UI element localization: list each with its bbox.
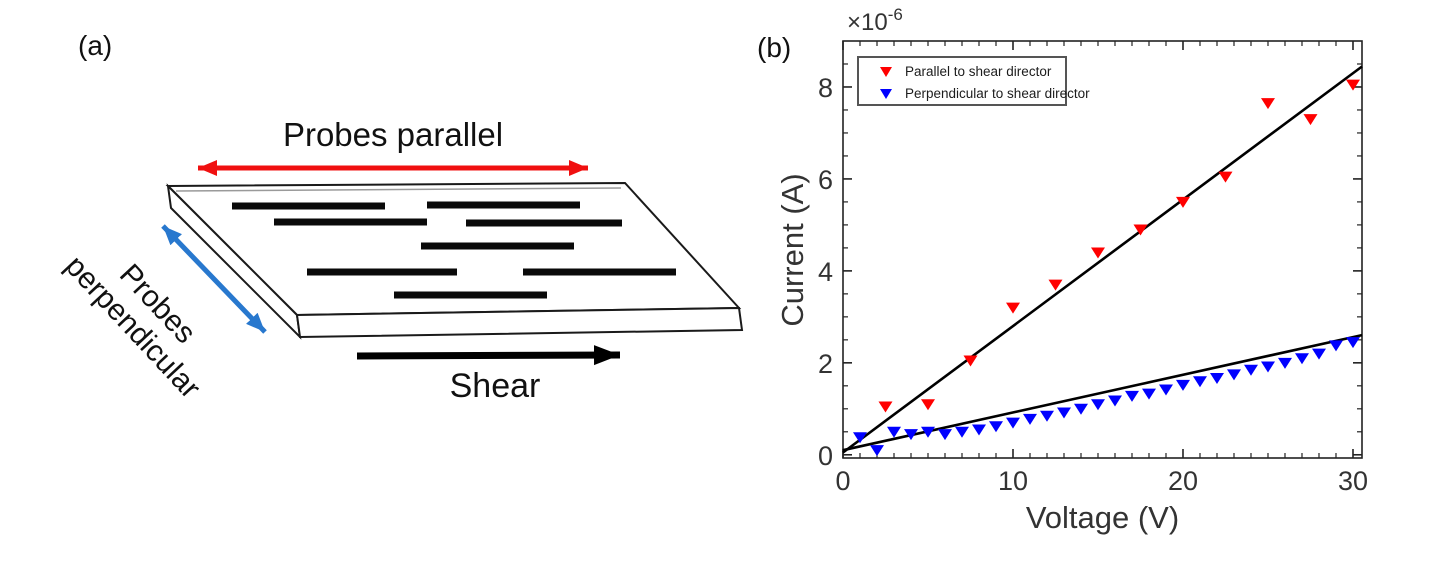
slab-front-face [295, 306, 744, 339]
data-point [1005, 302, 1020, 314]
data-point [920, 399, 935, 411]
data-point [1277, 357, 1292, 369]
data-point [878, 401, 893, 413]
data-point [1124, 390, 1139, 402]
slab-top-inner-edge [175, 187, 622, 192]
shear-arrow [356, 345, 621, 366]
data-point [937, 429, 952, 441]
shear-label: Shear [449, 367, 541, 405]
probes-parallel-label: Probes parallel [282, 116, 504, 153]
data-point [1175, 379, 1190, 391]
data-point [1260, 361, 1275, 373]
y-axis-exponent: ×10-6 [847, 5, 903, 36]
legend: Parallel to shear director Perpendicular … [857, 56, 1090, 106]
data-point [1294, 353, 1309, 365]
data-point [1192, 376, 1207, 388]
y-tick-label: 2 [818, 349, 833, 379]
fit-line [842, 333, 1363, 452]
data-point [1175, 196, 1190, 208]
data-point [1243, 364, 1258, 376]
data-point [920, 426, 935, 438]
plot-box [842, 40, 1363, 459]
x-tick-label: 0 [835, 466, 850, 496]
data-point [971, 424, 986, 436]
tick-labels: 0 10 20 30 0 2 4 6 8 [818, 73, 1368, 496]
probes-perpendicular-arrow [161, 224, 267, 334]
y-tick-label: 8 [818, 73, 833, 103]
data-point [1345, 337, 1360, 349]
x-tick-label: 10 [998, 466, 1028, 496]
series-perpendicular [852, 337, 1360, 457]
data-point [869, 445, 884, 457]
data-point [1022, 413, 1037, 425]
data-point [1218, 171, 1233, 183]
slab-diagram [161, 160, 744, 366]
data-point [1328, 340, 1343, 352]
legend-box [857, 56, 1067, 106]
x-tick-label: 20 [1168, 466, 1198, 496]
data-point [1090, 247, 1105, 259]
panel-b-label: (b) [757, 32, 792, 63]
data-point [1090, 399, 1105, 411]
data-point [1039, 410, 1054, 422]
legend-entry-label: Perpendicular to shear director [905, 86, 1090, 101]
y-axis-label: Current (A) [775, 173, 810, 326]
legend-marker-icon [880, 67, 892, 77]
data-point [1345, 79, 1360, 91]
panel-a-label: (a) [78, 30, 113, 61]
data-point [1005, 417, 1020, 429]
legend-marker-icon [880, 89, 892, 99]
data-point [963, 355, 978, 367]
series-parallel [878, 79, 1360, 413]
data-point [1107, 395, 1122, 407]
y-tick-label: 0 [818, 441, 833, 471]
y-tick-label: 6 [818, 165, 833, 195]
data-point [1073, 403, 1088, 415]
major-ticks [842, 41, 1362, 458]
data-point [1226, 369, 1241, 381]
data-point [1158, 384, 1173, 396]
data-point [1260, 98, 1275, 110]
x-tick-label: 30 [1338, 466, 1368, 496]
data-point [1056, 407, 1071, 419]
data-point [1311, 348, 1326, 360]
x-axis-label: Voltage (V) [1026, 500, 1179, 535]
director-lines [232, 201, 676, 299]
fit-line [842, 65, 1363, 454]
data-point [954, 426, 969, 438]
y-tick-label: 4 [818, 257, 833, 287]
data-point [1303, 114, 1318, 126]
data-point [988, 421, 1003, 433]
iv-chart: 0 10 20 30 0 2 4 6 8 ×10-6 Voltage (V) Current (A) P… [775, 5, 1368, 535]
legend-entry-label: Parallel to shear director [905, 64, 1052, 79]
data-point [1133, 224, 1148, 236]
data-point [1141, 388, 1156, 400]
minor-ticks [843, 41, 1362, 458]
data-point [903, 429, 918, 441]
data-point [852, 432, 867, 444]
data-point [1048, 279, 1063, 291]
data-point [1209, 373, 1224, 385]
data-point [886, 426, 901, 438]
